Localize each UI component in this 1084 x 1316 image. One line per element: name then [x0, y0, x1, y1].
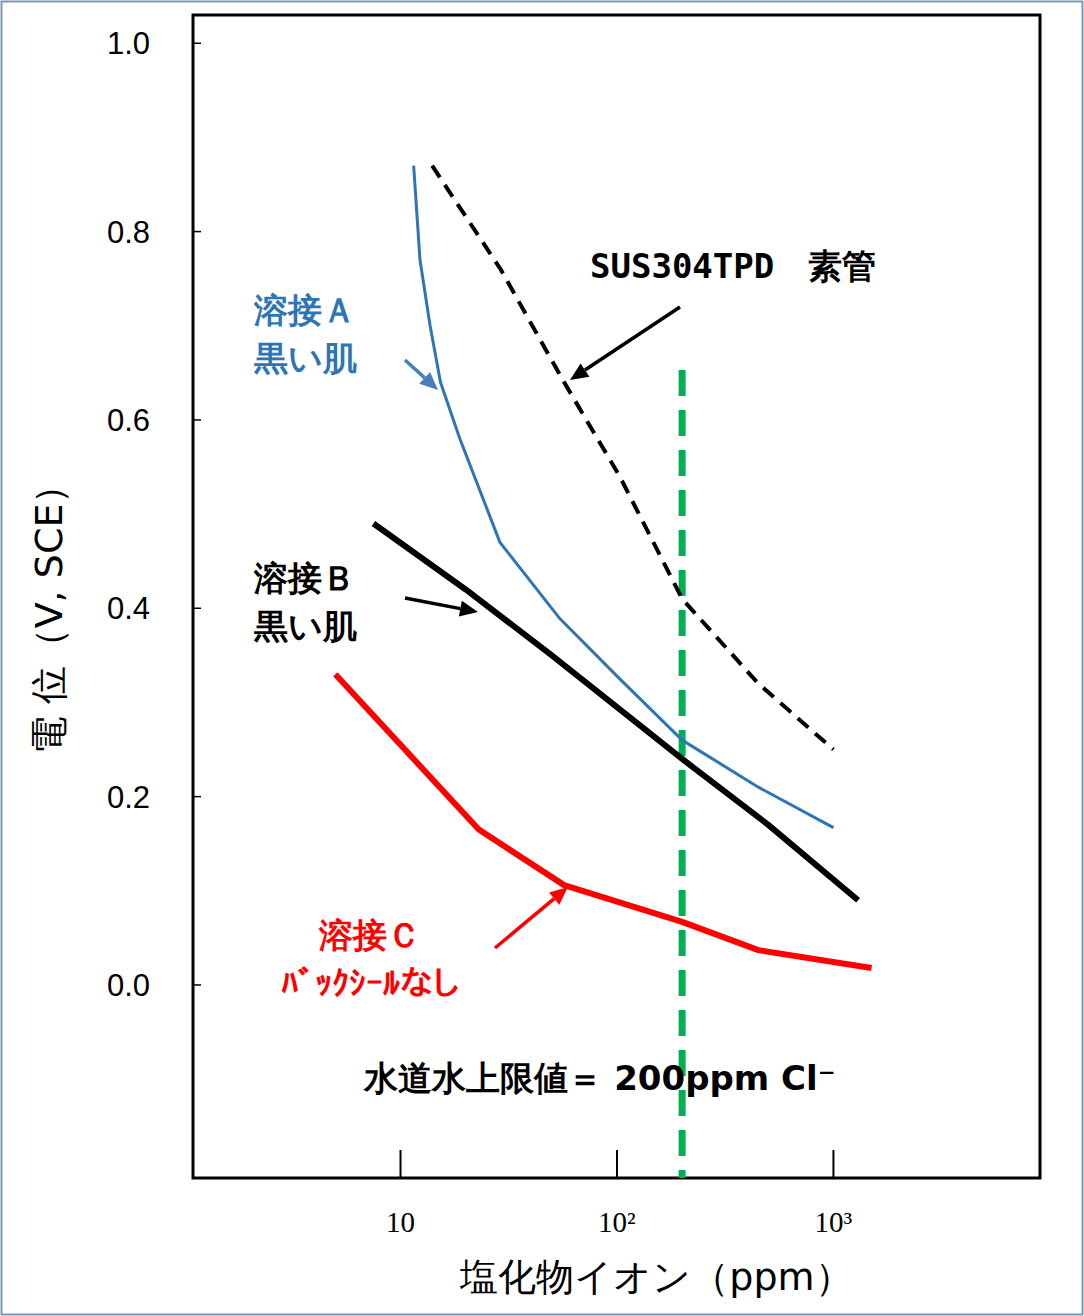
x-tick-label: 10³: [815, 1206, 853, 1238]
series-label-line: 黒い肌: [253, 606, 357, 646]
y-tick-label: 1.0: [107, 26, 150, 61]
series-label: SUS304TPD 素管: [590, 246, 876, 286]
label-arrow: [405, 360, 425, 378]
series-label-line: 溶接Ｂ: [253, 558, 356, 598]
series-label: 溶接Ａ 黒い肌: [253, 290, 357, 378]
x-tick-label: 10²: [598, 1206, 636, 1238]
y-tick-label: 0.0: [107, 968, 150, 1003]
series-label-line: ﾊﾞｯｸｼｰﾙなし: [281, 963, 459, 1003]
x-tick: [616, 1150, 618, 1178]
label-arrow: [495, 899, 554, 948]
y-axis-title: 電 位（V, SCE）: [27, 466, 71, 755]
series-label: 溶接Ｃ ﾊﾞｯｸｼｰﾙなし: [281, 915, 459, 1003]
label-arrow: [405, 598, 460, 609]
x-tick: [400, 1150, 402, 1178]
label-arrow-head: [459, 601, 478, 617]
series-label-line: 溶接Ｃ: [318, 915, 421, 955]
outer-border: [2, 2, 1083, 1315]
series-label-line: SUS304TPD 素管: [590, 246, 876, 286]
series-line: [373, 524, 858, 901]
x-tick: [832, 1150, 834, 1178]
label-arrow: [585, 307, 680, 370]
series-label-line: 黒い肌: [253, 338, 357, 378]
plot-area: [335, 166, 871, 1178]
series-label-line: 溶接Ａ: [253, 290, 356, 330]
x-tick-label: 10: [386, 1206, 415, 1238]
y-tick-label: 0.6: [107, 403, 150, 438]
reference-line: [679, 370, 686, 1178]
plot-frame: [193, 15, 1040, 1178]
x-axis-title: 塩化物イオン（ppm）: [459, 1255, 852, 1299]
series-label: 溶接Ｂ 黒い肌: [253, 558, 357, 646]
y-tick-label: 0.8: [107, 215, 150, 250]
reference-label: 水道水上限値＝ 200ppm Cl⁻: [363, 1058, 835, 1098]
label-arrow-head: [570, 363, 589, 380]
y-tick-label: 0.2: [107, 780, 150, 815]
y-tick-label: 0.4: [107, 591, 150, 626]
label-arrow-head: [419, 372, 438, 390]
label-arrow-head: [549, 887, 568, 905]
chart: 0.0 0.2 0.4 0.6 0.8 1.0 10 10² 10³ 塩化物イオン（ppm） 電 位…: [0, 0, 1084, 1316]
